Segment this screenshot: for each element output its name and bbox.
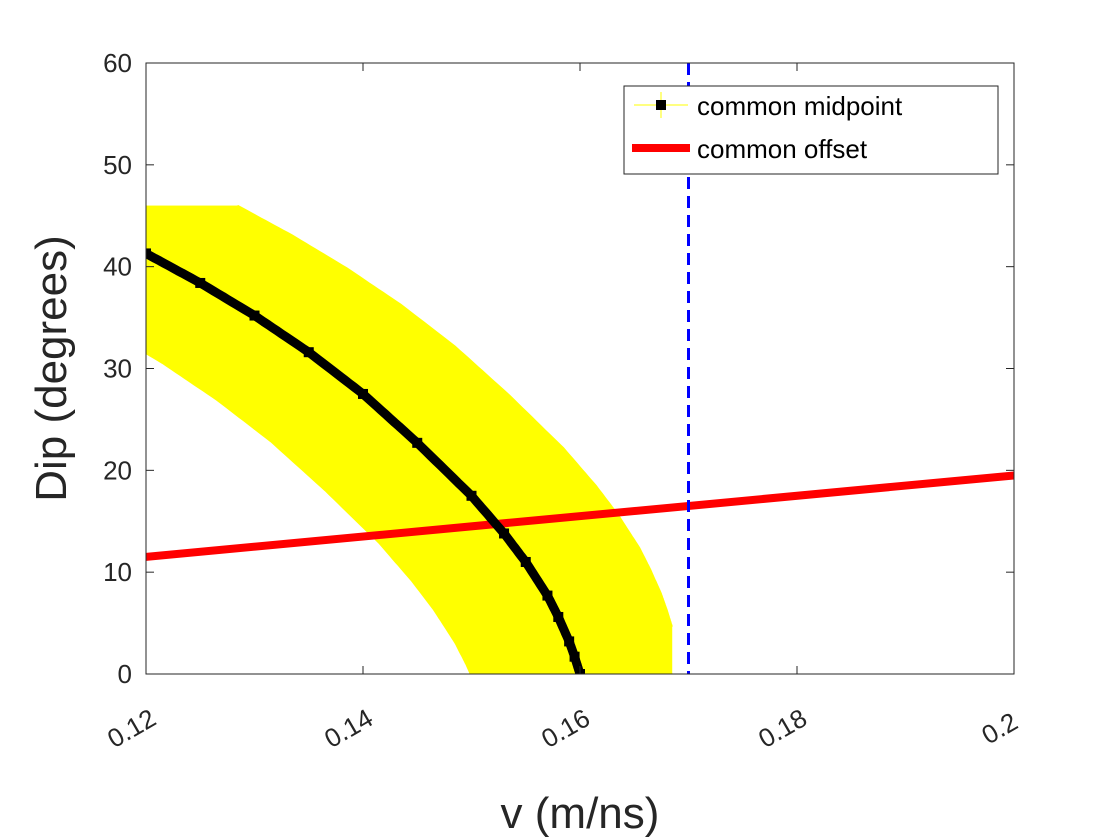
marker-common-midpoint-6 [466, 490, 477, 501]
y-tick-label-1: 10 [103, 557, 132, 587]
marker-common-midpoint-0 [146, 248, 151, 259]
y-tick-label-6: 60 [103, 48, 132, 78]
marker-common-midpoint-4 [358, 388, 368, 399]
x-tick-label-2: 0.16 [536, 703, 595, 754]
legend-label-common-offset: common offset [697, 134, 868, 164]
x-tick-label-4: 0.2 [976, 706, 1022, 750]
marker-common-midpoint-10 [553, 611, 564, 622]
marker-common-midpoint-8 [520, 556, 531, 567]
marker-common-midpoint-3 [303, 347, 314, 358]
marker-common-midpoint-7 [499, 528, 510, 539]
marker-common-midpoint-11 [564, 636, 575, 647]
legend: common midpoint common offset [623, 85, 999, 175]
y-tick-label-5: 50 [103, 150, 132, 180]
marker-common-midpoint-12 [569, 651, 580, 662]
legend-marker [656, 100, 666, 110]
ticks [145, 62, 1015, 675]
x-tick-label-1: 0.14 [319, 703, 378, 754]
marker-common-midpoint-5 [412, 437, 423, 448]
error-band [146, 205, 673, 674]
legend-box [623, 85, 999, 175]
y-tick-label-3: 30 [103, 354, 132, 384]
legend-symbol-common-midpoint [634, 92, 688, 118]
marker-common-midpoint-1 [195, 277, 206, 288]
legend-label-common-midpoint: common midpoint [697, 91, 903, 121]
y-tick-label-4: 40 [103, 252, 132, 282]
y-tick-label-2: 20 [103, 455, 132, 485]
x-tick-label-0: 0.12 [102, 703, 161, 754]
y-tick-label-0: 0 [118, 659, 132, 689]
marker-common-midpoint-9 [542, 590, 553, 601]
y-axis-label: Dip (degrees) [27, 235, 76, 502]
x-axis-label: v (m/ns) [501, 789, 660, 838]
series-line-common-offset [146, 471, 1014, 561]
x-tick-label-3: 0.18 [753, 703, 812, 754]
marker-common-midpoint-2 [249, 310, 260, 321]
